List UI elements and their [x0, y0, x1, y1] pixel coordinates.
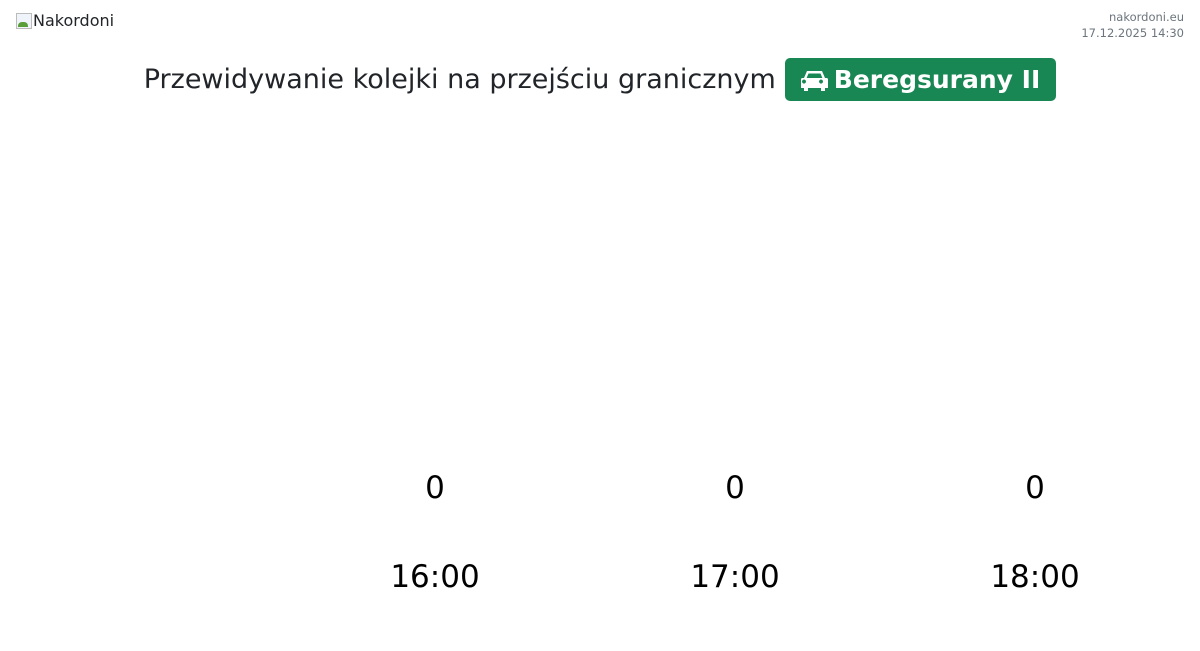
broken-image-icon	[16, 12, 32, 29]
data-label: 0	[1025, 470, 1045, 506]
timestamp: 17.12.2025 14:30	[1081, 26, 1184, 40]
logo-alt-text: Nakordoni	[33, 11, 115, 30]
data-label: 0	[725, 470, 745, 506]
header-meta: nakordoni.eu 17.12.2025 14:30	[1081, 9, 1184, 41]
x-tick-label: 17:00	[690, 559, 780, 595]
crossing-badge: Beregsurany II	[784, 58, 1057, 101]
page-heading: Przewidywanie kolejki na przejściu grani…	[143, 64, 776, 95]
car-icon	[800, 70, 828, 91]
page-title: Przewidywanie kolejki na przejściu grani…	[0, 58, 1200, 101]
crossing-name: Beregsurany II	[833, 65, 1041, 94]
site-name: nakordoni.eu	[1109, 10, 1184, 24]
x-tick-label: 18:00	[990, 559, 1080, 595]
logo[interactable]: Nakordoni	[16, 11, 114, 30]
data-label: 0	[425, 470, 445, 506]
x-tick-label: 16:00	[390, 559, 480, 595]
